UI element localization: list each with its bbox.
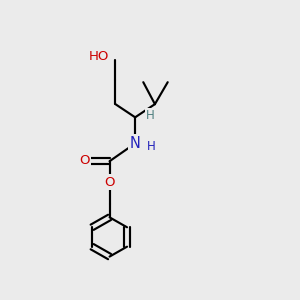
Text: N: N bbox=[130, 136, 141, 151]
Text: H: H bbox=[146, 109, 155, 122]
Text: O: O bbox=[104, 176, 115, 189]
Text: O: O bbox=[79, 154, 89, 167]
Text: H: H bbox=[147, 140, 155, 153]
Text: HO: HO bbox=[89, 50, 110, 63]
